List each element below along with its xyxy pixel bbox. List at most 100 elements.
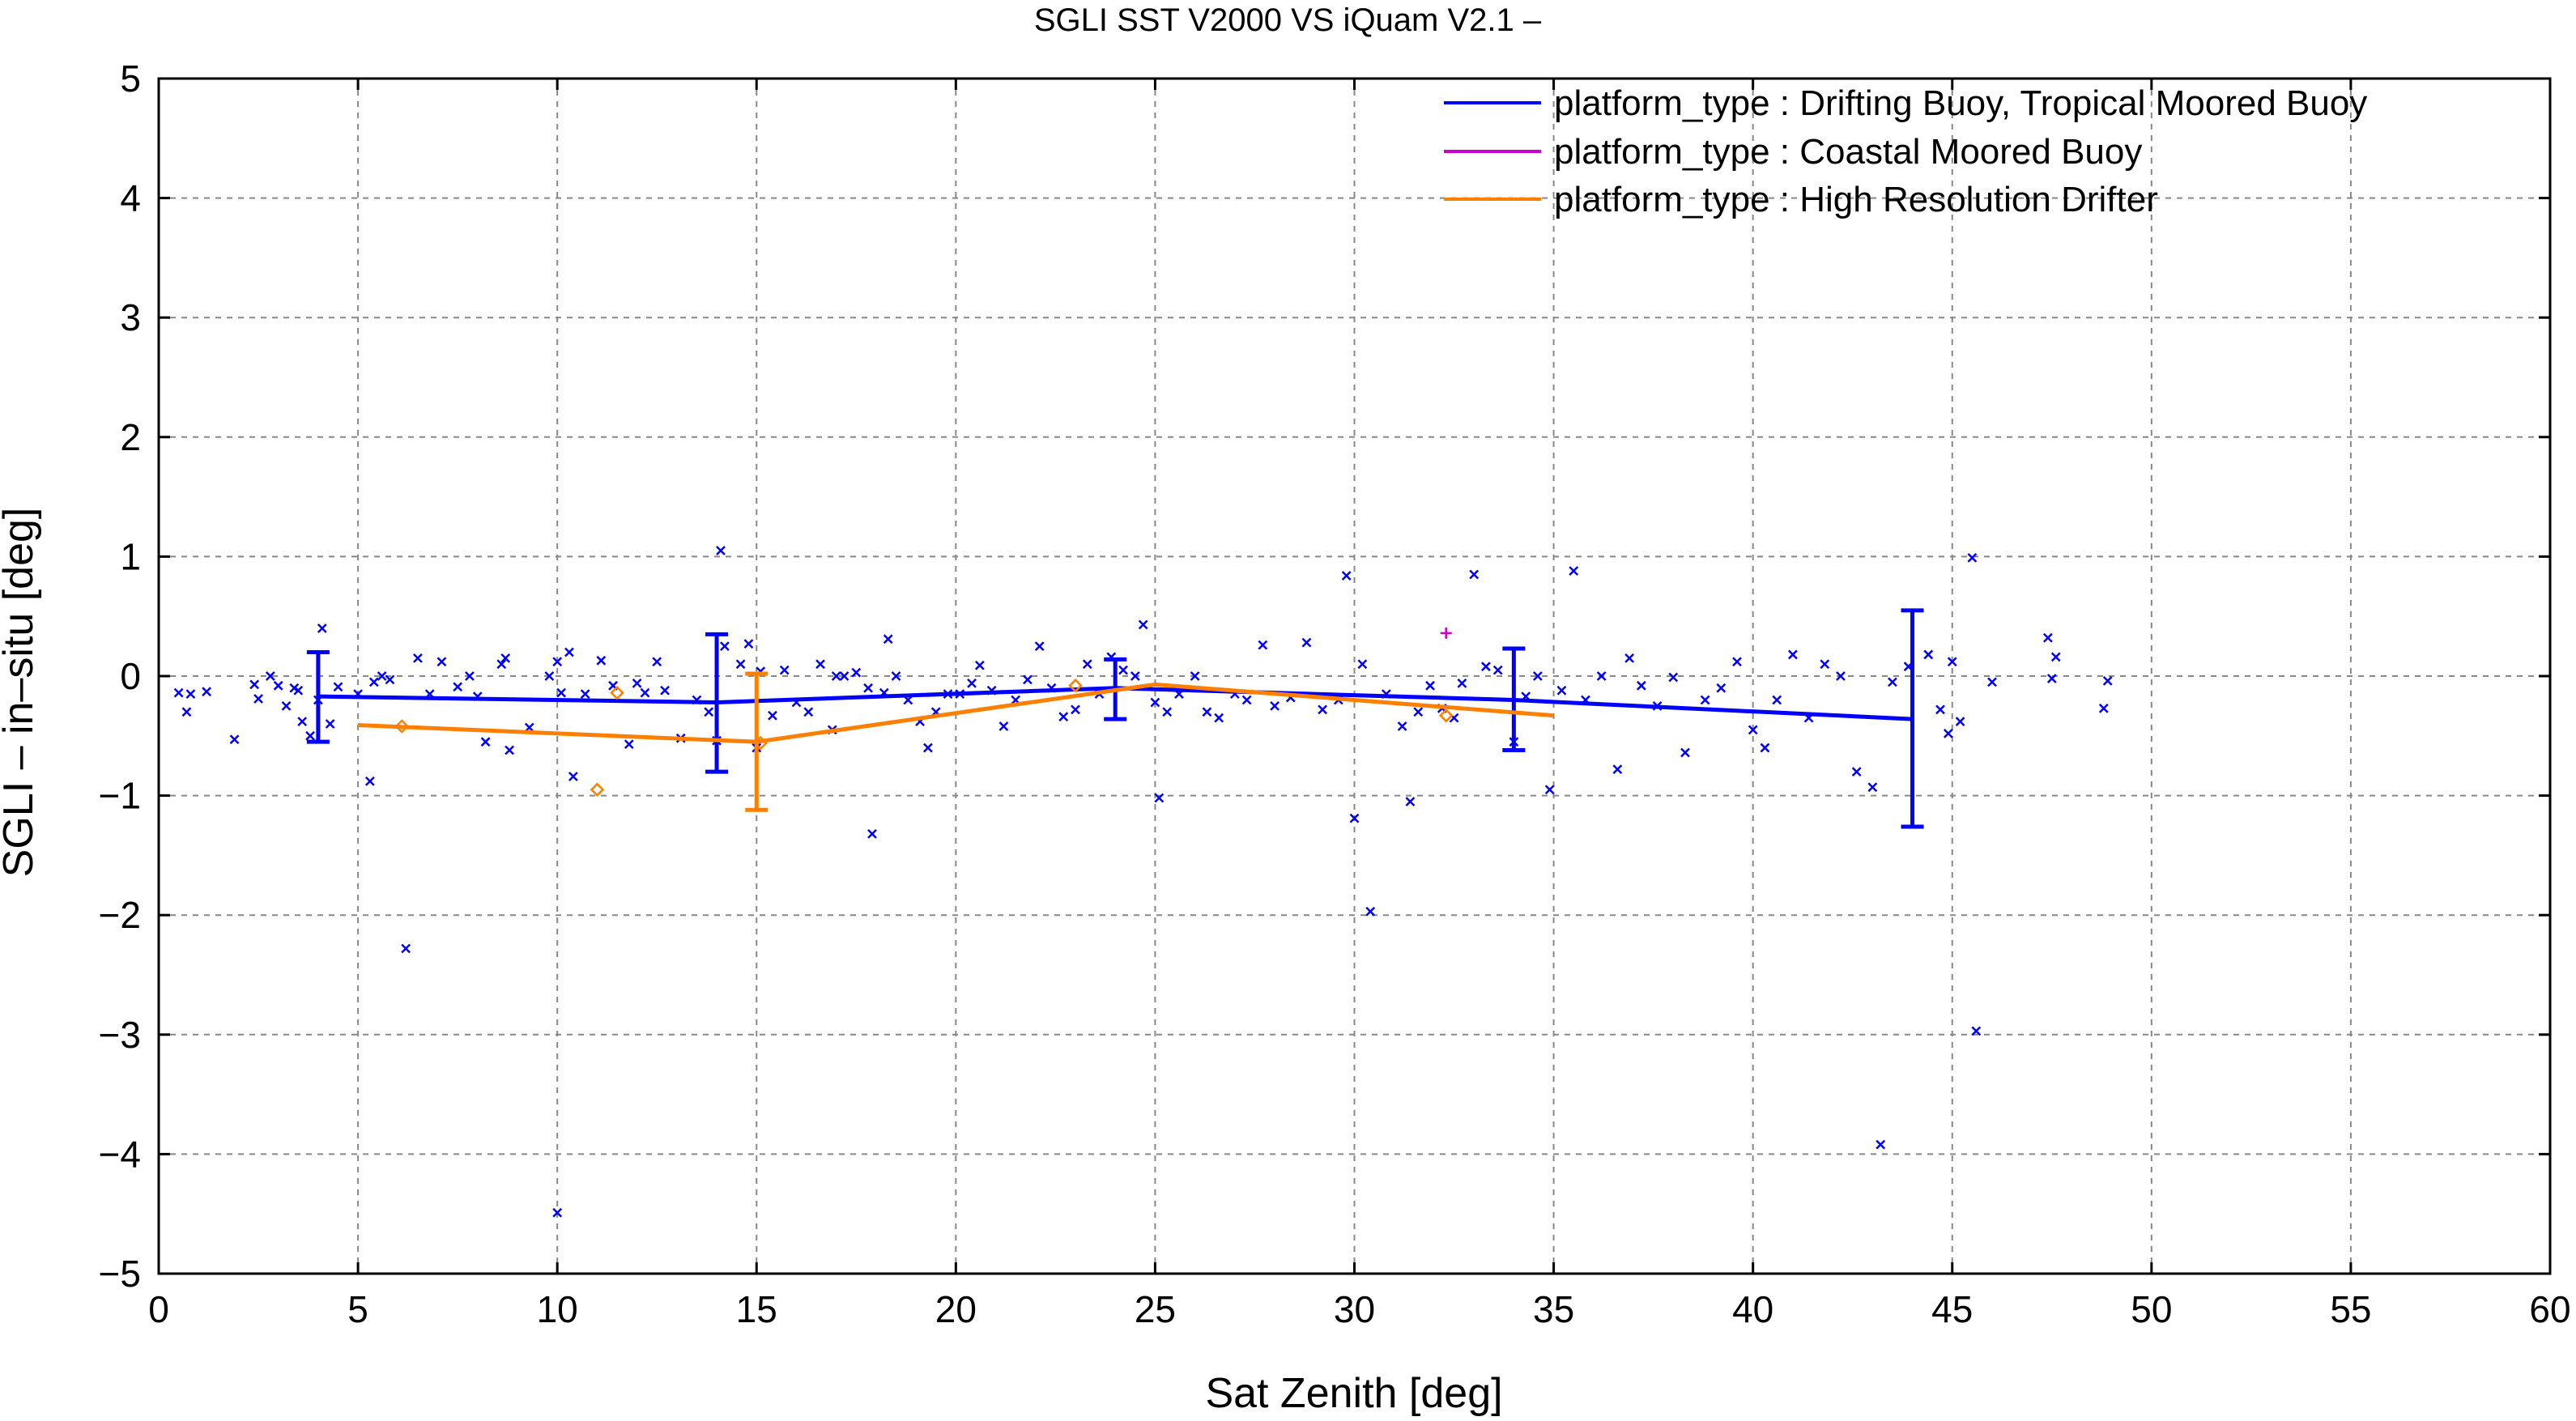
x-tick-label: 15 [736,1288,777,1330]
data-point [1967,552,1978,563]
x-tick-label: 0 [148,1288,169,1330]
x-tick-label: 10 [537,1288,578,1330]
data-point [181,707,192,717]
plot-series [173,546,2113,1218]
data-point [1082,659,1092,670]
data-point [1492,665,1503,675]
error-bar [745,671,769,812]
y-tick-label: 4 [120,177,141,219]
data-point [552,657,563,667]
data-point [1935,704,1945,715]
data-point [1636,680,1646,691]
data-point [1772,695,1782,705]
data-point [333,682,343,692]
data-point [891,671,901,681]
data-point [590,782,605,797]
y-tick-label: −2 [99,894,141,936]
data-point [967,678,977,688]
data-point [1748,725,1758,735]
data-point [596,655,607,666]
x-tick-label: 60 [2529,1288,2570,1330]
data-point [1162,707,1173,717]
data-point [173,687,184,698]
data-point [297,717,308,726]
data-point [229,734,240,745]
data-point [1438,708,1454,723]
data-point [974,660,985,670]
data-point [1732,657,1742,667]
x-tick-label: 20 [935,1288,977,1330]
data-point [1318,704,1328,715]
data-point [867,828,877,839]
data-point [2042,632,2053,643]
data-point [624,739,634,750]
data-point [1836,671,1846,681]
y-axis-title: SGLI – in–situ [deg] [0,508,42,878]
data-point [413,653,423,663]
data-point [505,745,514,755]
data-point [716,546,726,555]
data-point [1425,680,1435,691]
data-point [552,1207,563,1218]
data-point [453,682,463,692]
legend-label-drifting-buoy: platform_type : Drifting Buoy, Tropical … [1554,83,2367,123]
data-point [1457,678,1467,688]
data-point [1118,665,1128,675]
data-point [815,659,825,670]
y-tick-label: −1 [99,775,141,817]
data-point [1556,685,1567,696]
data-point [273,680,283,691]
data-point [1341,571,1352,581]
data-point [1405,797,1416,806]
data-point [735,659,746,670]
data-point [1544,785,1555,795]
data-point [1068,679,1083,693]
data-point [1071,704,1080,715]
data-point [1138,619,1148,630]
grid-lines [159,79,2550,1274]
data-point [803,707,814,717]
data-point [1876,1139,1886,1150]
data-point [305,730,315,741]
data-point [253,694,263,704]
data-point [743,639,754,649]
data-point [1154,793,1165,803]
data-point [719,641,730,651]
data-point [640,687,650,698]
data-point [580,689,590,700]
data-point [394,719,409,734]
y-tick-label: 5 [120,57,141,100]
data-point [1668,672,1679,683]
data-point [568,772,578,781]
data-point [325,719,335,729]
data-point [385,674,395,685]
data-point [1680,747,1690,758]
data-point [704,707,714,717]
data-point [1357,659,1368,670]
data-point [1440,627,1452,639]
data-point [1867,782,1878,793]
y-tick-label: −3 [99,1014,141,1056]
data-point [610,685,624,700]
x-axis-title: Sat Zenith [deg] [1205,1370,1502,1417]
data-point [1258,640,1268,650]
data-point [1397,721,1407,731]
legend-label-coastal-moored-buoy: platform_type : Coastal Moored Buoy [1554,132,2142,172]
data-point [883,634,893,645]
data-point [1987,677,1997,687]
data-point [377,671,387,681]
data-point [831,671,841,681]
x-tick-label: 25 [1135,1288,1176,1330]
data-point [564,647,574,657]
error-bar [705,632,729,774]
data-point [265,671,275,681]
y-tick-label: 0 [120,655,141,697]
data-point [1624,653,1634,663]
data-point [1533,671,1543,681]
x-tick-label: 50 [2131,1288,2172,1330]
data-point [863,683,873,693]
data-point [1787,649,1798,660]
data-point [364,776,375,786]
data-point [1413,707,1424,717]
